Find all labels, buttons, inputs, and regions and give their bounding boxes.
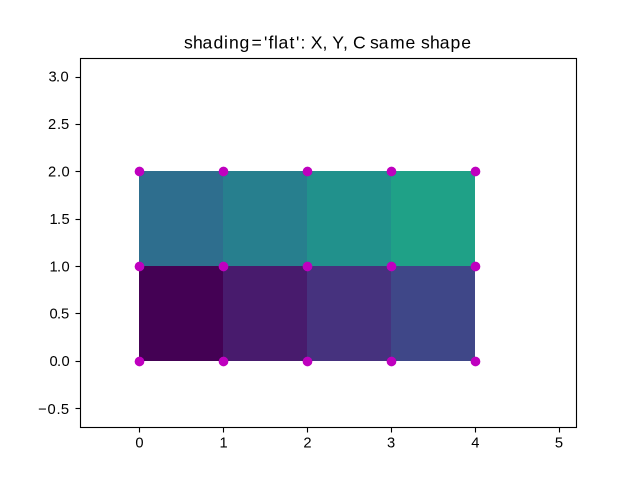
svg-text:Y,: Y, [332,33,348,53]
svg-text:2: 2 [303,436,311,452]
svg-text:5: 5 [555,436,563,452]
svg-text:same: same [370,33,415,53]
svg-text:1.0: 1.0 [50,260,70,276]
svg-text:3.0: 3.0 [49,70,69,86]
svg-text:4: 4 [471,436,479,452]
svg-text:shape: shape [421,33,471,53]
svg-text:0.5: 0.5 [50,307,70,323]
svg-text:X,: X, [311,33,328,53]
svg-text:shading='flat':: shading='flat': [184,33,305,53]
svg-text:1.5: 1.5 [50,212,70,228]
svg-text:2.5: 2.5 [48,117,69,133]
svg-text:3: 3 [387,436,395,452]
svg-text:0: 0 [135,436,143,452]
svg-text:−0.5: −0.5 [38,402,69,418]
svg-text:C: C [353,33,366,53]
svg-text:2.0: 2.0 [48,165,70,181]
svg-text:1: 1 [220,436,228,452]
svg-text:0.0: 0.0 [50,354,70,370]
